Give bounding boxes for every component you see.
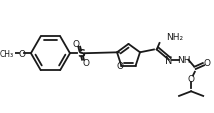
Text: N: N bbox=[165, 55, 172, 65]
Text: CH₃: CH₃ bbox=[0, 49, 13, 58]
Text: O: O bbox=[117, 61, 124, 70]
Text: NH₂: NH₂ bbox=[166, 33, 183, 42]
Text: O: O bbox=[73, 40, 80, 49]
Text: S: S bbox=[77, 49, 85, 59]
Text: O: O bbox=[203, 58, 210, 67]
Text: NH: NH bbox=[177, 56, 190, 65]
Text: O: O bbox=[18, 49, 25, 58]
Text: O: O bbox=[188, 74, 195, 83]
Text: O: O bbox=[82, 59, 89, 67]
